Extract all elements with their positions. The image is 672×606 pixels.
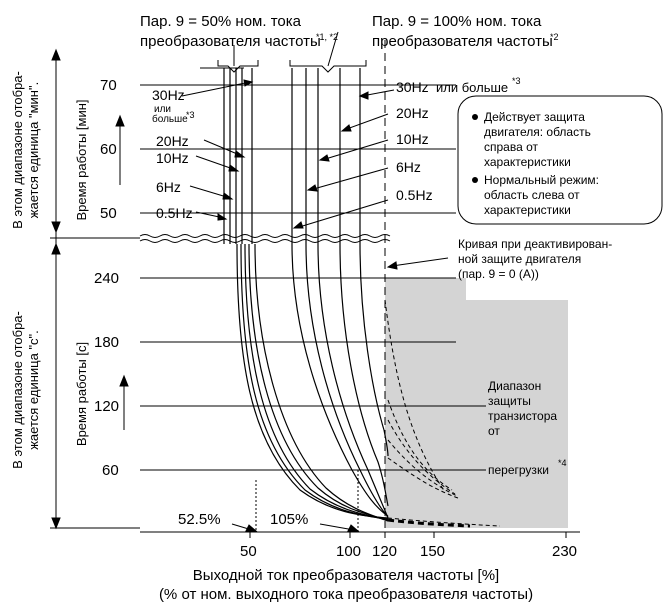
transistor-protection-area-top bbox=[385, 278, 466, 300]
side-label-min-1: В этом диапазоне отобра- bbox=[10, 71, 25, 229]
grid-s bbox=[140, 277, 456, 471]
y-s-tick-60: 60 bbox=[102, 462, 119, 479]
right-freq-10: 10Hz bbox=[396, 131, 429, 147]
x-tick-150: 150 bbox=[420, 543, 445, 560]
transistor-line5: перегрузки bbox=[488, 463, 549, 477]
y-s-tick-240: 240 bbox=[94, 270, 119, 287]
box-item1-line4: характеристики bbox=[484, 155, 571, 169]
y-s-tick-180: 180 bbox=[94, 334, 119, 351]
transistor-line3: транзистора bbox=[488, 409, 557, 423]
left-freq-6: 6Hz bbox=[156, 179, 181, 195]
x-tick-120: 120 bbox=[372, 543, 397, 560]
left-freq-30: 30Hz bbox=[152, 87, 185, 103]
side-label-s-1: В этом диапазоне отобра- bbox=[10, 311, 25, 469]
bottom-thick-dash bbox=[387, 518, 471, 528]
axis-arrows bbox=[115, 114, 129, 430]
deactivated-arrow bbox=[386, 257, 449, 270]
right-freq-30-note: *3 bbox=[512, 76, 521, 86]
right-header-note: *2 bbox=[550, 32, 559, 42]
group-brackets bbox=[217, 31, 367, 73]
right-freq-30: 30Hz bbox=[396, 79, 429, 95]
x-ticks bbox=[249, 532, 567, 538]
info-bullet-1 bbox=[472, 114, 478, 120]
left-freq-10: 10Hz bbox=[156, 150, 189, 166]
y-min-tick-70: 70 bbox=[100, 77, 117, 94]
axis-break bbox=[139, 234, 391, 243]
box-item2-line1: Нормальный режим: bbox=[484, 173, 599, 187]
right-curves bbox=[291, 243, 389, 519]
left-or-more-2: больше bbox=[152, 113, 188, 125]
y-min-tick-50: 50 bbox=[100, 205, 117, 222]
x-axis-label-2: (% от ном. выходного тока преобразовател… bbox=[159, 586, 533, 603]
box-item2-line2: область слева от bbox=[484, 188, 580, 202]
right-freq-0-5: 0.5Hz bbox=[396, 187, 433, 203]
right-freq-20: 20Hz bbox=[396, 105, 429, 121]
grid-min bbox=[140, 84, 456, 214]
transistor-line2: защиты bbox=[488, 394, 531, 408]
box-item1-line2: двигателя: область bbox=[484, 125, 591, 139]
x-axis-label-1: Выходной ток преобразователя частоты [%] bbox=[193, 567, 499, 584]
info-box bbox=[457, 95, 663, 225]
transistor-line1: Диапазон bbox=[488, 379, 541, 393]
left-header-line2: преобразователя частоты bbox=[140, 33, 321, 50]
x-tick-230: 230 bbox=[552, 543, 577, 560]
transistor-line4: от bbox=[488, 424, 500, 438]
box-item1-line1: Действует защита bbox=[484, 110, 585, 124]
info-bullet-2 bbox=[472, 177, 478, 183]
percent-arrows bbox=[231, 523, 360, 532]
left-or-more-1: или bbox=[154, 104, 171, 115]
right-header-line1: Пар. 9 = 100% ном. тока bbox=[372, 13, 542, 30]
transistor-note: *4 bbox=[558, 458, 567, 468]
y-min-label: Время работы [мин] bbox=[74, 99, 89, 220]
right-freq-6: 6Hz bbox=[396, 159, 421, 175]
label-105: 105% bbox=[270, 511, 308, 528]
deactivated-line1: Кривая при деактивирован- bbox=[458, 237, 612, 251]
y-s-tick-120: 120 bbox=[94, 398, 119, 415]
y-s-label: Время работы [с] bbox=[74, 342, 89, 446]
side-label-s-2: жается единица "с". bbox=[26, 330, 41, 450]
left-curves bbox=[236, 243, 389, 522]
left-or-more-note: *3 bbox=[186, 110, 195, 120]
left-freq-0-5: 0.5Hz bbox=[156, 205, 193, 221]
left-header-line1: Пар. 9 = 50% ном. тока bbox=[140, 13, 302, 30]
y-min-tick-60: 60 bbox=[100, 141, 117, 158]
left-freq-arrows bbox=[181, 67, 254, 221]
right-freq-30-suffix: или больше bbox=[436, 80, 508, 95]
transistor-protection-area bbox=[385, 300, 568, 528]
right-header-line2: преобразователя частоты bbox=[372, 33, 553, 50]
section-brackets bbox=[50, 48, 140, 530]
side-label-min-2: жается единица "мин". bbox=[26, 82, 41, 218]
box-item2-line3: характеристики bbox=[484, 203, 571, 217]
x-tick-50: 50 bbox=[240, 543, 257, 560]
left-header-note: *1, *2 bbox=[316, 32, 338, 42]
right-curves-top bbox=[291, 68, 361, 244]
left-freq-20: 20Hz bbox=[156, 133, 189, 149]
deactivated-line3: (пар. 9 = 0 (А)) bbox=[458, 267, 539, 281]
right-freq-arrows bbox=[292, 89, 395, 229]
dashed-curves bbox=[384, 299, 501, 527]
dotted-markers bbox=[255, 470, 359, 532]
box-item1-line3: справа от bbox=[484, 140, 539, 154]
deactivated-line2: ной защите двигателя bbox=[458, 252, 581, 266]
x-tick-100: 100 bbox=[336, 543, 361, 560]
label-52-5: 52.5% bbox=[178, 511, 221, 528]
